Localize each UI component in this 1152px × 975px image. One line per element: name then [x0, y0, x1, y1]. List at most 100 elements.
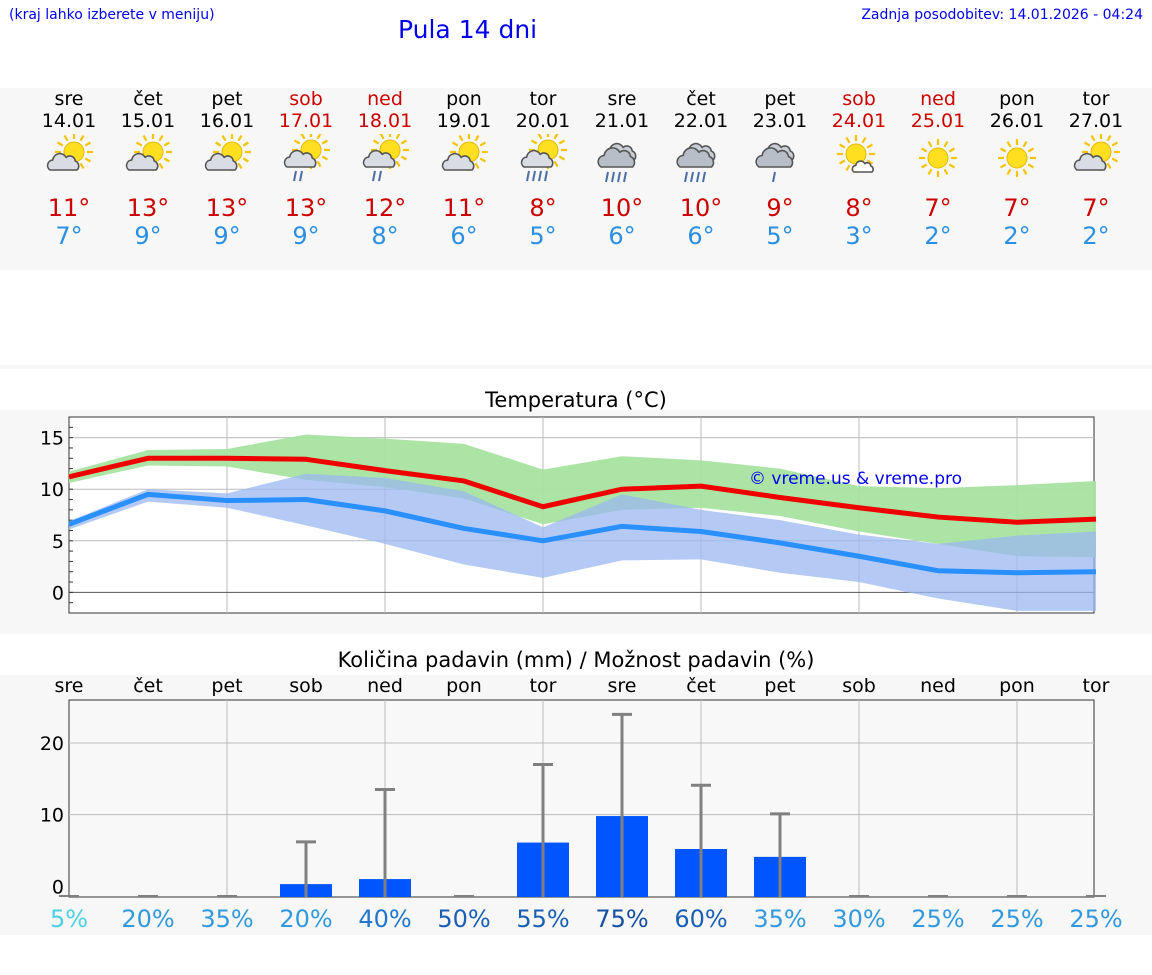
day-date: 14.01 [41, 110, 97, 132]
precipitation-probability: 60% [674, 905, 727, 933]
max-temperature: 13° [205, 194, 249, 222]
day-date: 26.01 [989, 110, 1045, 132]
x-category-label: čet [133, 675, 163, 697]
y-tick-label: 10 [40, 805, 64, 827]
day-date: 23.01 [752, 110, 808, 132]
min-temperature: 5° [529, 222, 557, 250]
precipitation-probability: 20% [279, 905, 332, 933]
max-temperature: 7° [1003, 194, 1031, 222]
day-date: 27.01 [1068, 110, 1124, 132]
day-name: ned [920, 88, 956, 110]
precipitation-chart-title: Količina padavin (mm) / Možnost padavin … [337, 648, 815, 672]
x-category-label: sob [842, 675, 876, 697]
day-forecast: sre 21.01 10° 6° [582, 88, 662, 250]
day-date: 18.01 [357, 110, 413, 132]
max-temperature: 8° [529, 194, 557, 222]
day-name: tor [1082, 88, 1110, 110]
temperature-chart: 0 5 10 15 © vreme.us & vreme.pro [40, 416, 1097, 614]
cloudy-light-rain-icon [755, 142, 795, 183]
day-forecast: pon 19.01 11° 6° [424, 88, 504, 250]
day-date: 16.01 [199, 110, 255, 132]
y-tick-label: 0 [52, 876, 64, 898]
min-temperature: 5° [766, 222, 794, 250]
day-forecast: pet 23.01 9° 5° [740, 88, 820, 250]
day-name: ned [367, 88, 403, 110]
y-tick-label: 5 [52, 531, 64, 553]
precipitation-probability: 55% [516, 905, 569, 933]
x-category-label: sob [289, 675, 323, 697]
day-name: pet [211, 88, 243, 110]
day-name: tor [529, 88, 557, 110]
max-temperature: 12° [363, 194, 407, 222]
last-update-label: Zadnja posodobitev: [861, 7, 1005, 23]
max-temperature: 7° [924, 194, 952, 222]
x-category-label: sre [55, 675, 84, 697]
last-update: Zadnja posodobitev: 14.01.2026 - 04:24 [861, 7, 1143, 23]
max-temperature: 7° [1082, 194, 1110, 222]
location-hint: (kraj lahko izberete v meniju) [9, 7, 215, 23]
y-tick-label: 10 [40, 479, 64, 501]
precipitation-probability: 20% [121, 905, 174, 933]
x-category-label: pon [446, 675, 482, 697]
partly-cloudy-light-rain-icon [362, 131, 409, 182]
day-date: 24.01 [831, 110, 887, 132]
cloudy-rain-icon [676, 142, 716, 183]
max-temperature: 11° [47, 194, 91, 222]
day-name: pet [764, 88, 796, 110]
sun-icon [919, 139, 957, 177]
day-name: sre [54, 88, 84, 110]
page-title: Pula 14 dni [398, 15, 538, 44]
day-name: pon [999, 88, 1035, 110]
min-temperature: 9° [292, 222, 320, 250]
max-temperature: 13° [126, 194, 170, 222]
day-forecast: ned 18.01 12° 8° [345, 88, 425, 250]
day-name: čet [133, 88, 163, 110]
sun-icon [998, 139, 1036, 177]
day-date: 15.01 [120, 110, 176, 132]
partly-cloudy-icon [46, 133, 93, 171]
day-name: sre [607, 88, 637, 110]
day-date: 19.01 [436, 110, 492, 132]
day-forecast: sob 24.01 8° 3° [819, 88, 899, 250]
y-tick-label: 15 [40, 428, 64, 450]
day-date: 20.01 [515, 110, 571, 132]
day-forecast: ned 25.01 7° 2° [898, 88, 978, 250]
min-temperature: 7° [55, 222, 83, 250]
min-temperature: 8° [371, 222, 399, 250]
day-name: sob [289, 88, 323, 110]
x-category-label: pon [999, 675, 1035, 697]
partly-cloudy-icon [125, 133, 172, 171]
day-forecast: sob 17.01 13° 9° [266, 88, 346, 250]
precipitation-probability: 40% [358, 905, 411, 933]
min-temperature: 9° [134, 222, 162, 250]
series-line-min [68, 491, 1097, 576]
max-temperature: 13° [284, 194, 328, 222]
x-category-label: tor [1083, 675, 1110, 697]
partly-cloudy-icon [204, 133, 251, 171]
watermark: © vreme.us & vreme.pro [749, 469, 962, 489]
precipitation-probability: 35% [200, 905, 253, 933]
max-temperature: 10° [600, 194, 644, 222]
day-forecast: čet 22.01 10° 6° [661, 88, 741, 250]
sun-small-cloud-icon [837, 135, 875, 173]
max-temperature: 10° [679, 194, 723, 222]
min-temperature: 2° [924, 222, 952, 250]
day-name: čet [686, 88, 716, 110]
day-forecast: pet 16.01 13° 9° [187, 88, 267, 250]
day-forecast: tor 20.01 8° 5° [503, 88, 583, 250]
min-temperature: 6° [450, 222, 478, 250]
precipitation-probability: 25% [990, 905, 1043, 933]
y-tick-label: 0 [52, 582, 64, 604]
partly-cloudy-rain-icon [520, 131, 567, 182]
plot-area [68, 699, 1095, 898]
series-line-max [68, 455, 1097, 525]
y-tick-label: 20 [40, 733, 64, 755]
precipitation-probability: 25% [1069, 905, 1122, 933]
x-category-label: čet [686, 675, 716, 697]
last-update-value: 14.01.2026 - 04:24 [1008, 7, 1143, 23]
min-temperature: 2° [1082, 222, 1110, 250]
forecast-band [0, 88, 1152, 270]
min-temperature: 9° [213, 222, 241, 250]
max-temperature: 9° [766, 194, 794, 222]
precipitation-probability: 5% [50, 905, 88, 933]
